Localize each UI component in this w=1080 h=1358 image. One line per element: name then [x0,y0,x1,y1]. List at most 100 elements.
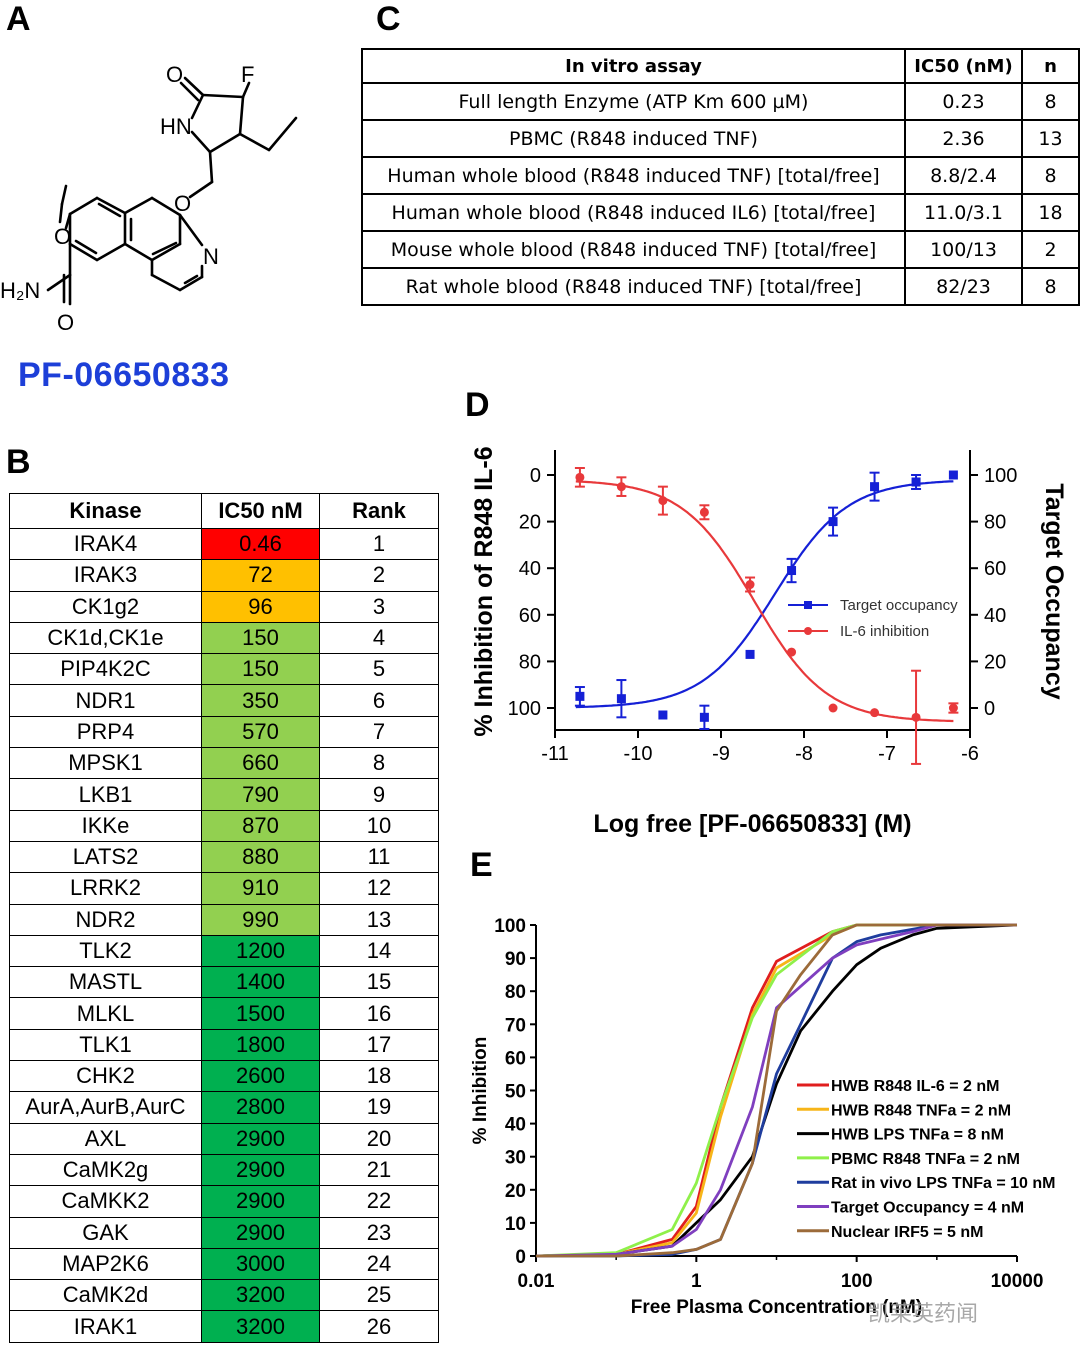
y-axis-title: % Inhibition [470,1037,491,1145]
kinase-rank-cell: 22 [319,1185,439,1218]
assay-row: PBMC (R848 induced TNF) 2.36 13 [361,119,1080,158]
kinase-rank-cell: 6 [319,684,439,717]
kinase-header-name: Kinase [9,493,202,529]
kinase-name-cell: IRAK1 [9,1310,202,1343]
x-tick-label: -9 [712,743,730,765]
assay-table-header: In vitro assay IC50 (nM) n [361,48,1080,84]
assay-name-cell: Full length Enzyme (ATP Km 600 µM) [361,82,906,121]
kinase-header-rank: Rank [319,493,439,529]
y-tick-label-left: 80 [519,651,541,673]
kinase-name-cell: AurA,AurB,AurC [9,1091,202,1124]
kinase-ic50-cell: 910 [201,872,320,905]
kinase-name-cell: MAP2K6 [9,1247,202,1281]
kinase-name-cell: TLK2 [9,934,202,968]
data-point-il6 [699,507,709,517]
kinase-rank-cell: 18 [319,1060,439,1093]
assay-name-cell: Rat whole blood (R848 induced TNF) [tota… [361,267,906,306]
assay-ic50-cell: 100/13 [904,230,1023,269]
kinase-ic50-cell: 1800 [201,1028,320,1062]
data-point-occupancy [787,566,797,576]
y-tick-label-left: 40 [519,558,541,580]
kinase-rank-cell: 11 [319,840,439,874]
data-point-occupancy [658,710,668,720]
legend-label: IL-6 inhibition [840,623,929,640]
data-point-il6 [828,703,838,713]
legend-label: Target Occupancy = 4 nM [831,1200,1024,1217]
x-tick-label: 10000 [991,1271,1044,1292]
kinase-ic50-cell: 660 [201,747,320,780]
panel-label-a: A [6,0,31,38]
kinase-ic50-cell: 1500 [201,997,320,1030]
kinase-name-cell: CaMKK2 [9,1185,202,1218]
data-point-occupancy [828,517,838,527]
kinase-rank-cell: 1 [319,527,439,561]
data-point-occupancy [948,470,958,480]
legend-label: HWB LPS TNFa = 8 nM [831,1127,1004,1144]
assay-name-cell: Human whole blood (R848 induced IL6) [to… [361,193,906,232]
legend-label: HWB R848 TNFa = 2 nM [831,1102,1011,1119]
assay-n-cell: 18 [1021,193,1080,232]
atom-label-f: F [241,62,254,87]
data-point-il6 [870,708,880,718]
kinase-rank-cell: 7 [319,715,439,749]
kinase-row: CHK2 2600 18 [9,1060,439,1093]
assay-row: Mouse whole blood (R848 induced TNF) [to… [361,230,1080,269]
kinase-row: IKKe 870 10 [9,809,439,842]
kinase-rank-cell: 9 [319,778,439,811]
assay-header-assay: In vitro assay [361,48,906,84]
kinase-row: TLK2 1200 14 [9,934,439,968]
kinase-rank-cell: 5 [319,653,439,686]
kinase-row: MASTL 1400 15 [9,966,439,999]
y-axis-title-left: % Inhibition of R848 IL-6 [470,446,498,736]
data-point-il6 [575,472,585,482]
kinase-name-cell: IRAK4 [9,527,202,561]
kinase-ic50-cell: 790 [201,778,320,811]
kinase-name-cell: MPSK1 [9,747,202,780]
panel-label-c: C [376,0,401,38]
kinase-row: AXL 2900 20 [9,1122,439,1155]
kinase-rank-cell: 26 [319,1310,439,1343]
kinase-rank-cell: 2 [319,559,439,592]
kinase-name-cell: IRAK3 [9,559,202,592]
kinase-ic50-cell: 150 [201,621,320,655]
x-tick-label: -8 [795,743,813,765]
kinase-ic50-cell: 72 [201,559,320,592]
kinase-table: Kinase IC50 nM Rank IRAK4 0.46 1 IRAK3 72 2 CK… [9,493,439,1343]
kinase-name-cell: CHK2 [9,1060,202,1093]
kinase-rank-cell: 13 [319,903,439,936]
atom-label-n: N [203,244,219,269]
y-tick-label: 70 [505,1015,526,1036]
kinase-rank-cell: 12 [319,872,439,905]
kinase-name-cell: GAK [9,1216,202,1249]
kinase-name-cell: NDR1 [9,684,202,717]
y-tick-label: 40 [505,1115,526,1136]
kinase-name-cell: LATS2 [9,840,202,874]
kinase-row: MAP2K6 3000 24 [9,1247,439,1281]
kinase-ic50-cell: 1200 [201,934,320,968]
assay-name-cell: PBMC (R848 induced TNF) [361,119,906,158]
kinase-name-cell: CK1g2 [9,590,202,623]
assay-ic50-cell: 11.0/3.1 [904,193,1023,232]
y-tick-label-left: 100 [508,698,541,720]
atom-label-o2: O [174,191,191,216]
kinase-row: CK1d,CK1e 150 4 [9,621,439,655]
kinase-rank-cell: 21 [319,1153,439,1187]
y-tick-label: 10 [505,1214,526,1235]
kinase-name-cell: TLK1 [9,1028,202,1062]
assay-n-cell: 8 [1021,267,1080,306]
legend-label: PBMC R848 TNFa = 2 nM [831,1151,1020,1168]
kinase-header-ic50: IC50 nM [201,493,320,529]
data-point-il6 [911,712,921,722]
panel-label-d: D [465,386,490,424]
assay-ic50-cell: 0.23 [904,82,1023,121]
y-tick-label-right: 20 [984,651,1006,673]
data-point-occupancy [911,477,921,487]
kinase-name-cell: MASTL [9,966,202,999]
legend-label: HWB R848 IL-6 = 2 nM [831,1078,999,1095]
kinase-rank-cell: 8 [319,747,439,780]
x-tick-label: -7 [878,743,896,765]
kinase-row: LKB1 790 9 [9,778,439,811]
legend-label: Nuclear IRF5 = 5 nM [831,1224,984,1241]
legend-label: Rat in vivo LPS TNFa = 10 nM [831,1175,1056,1192]
kinase-rank-cell: 20 [319,1122,439,1155]
